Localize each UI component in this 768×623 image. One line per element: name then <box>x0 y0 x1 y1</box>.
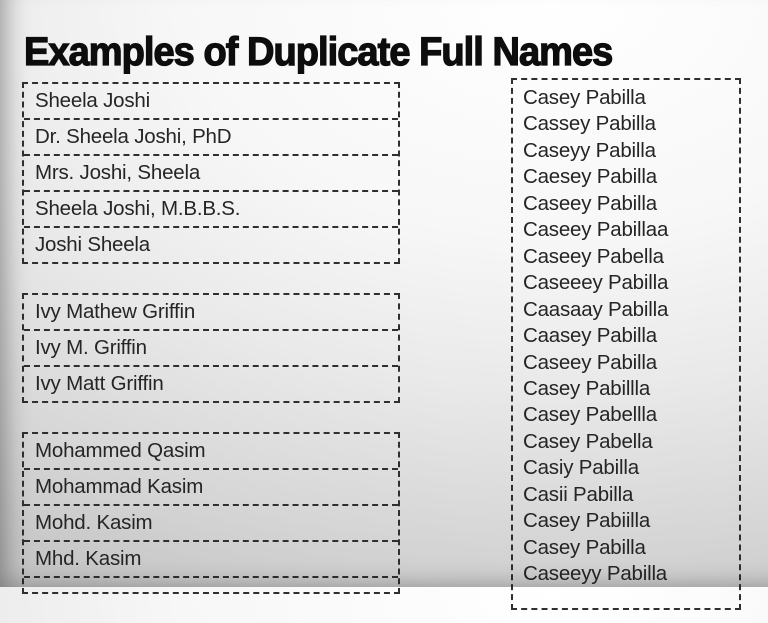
partial-row <box>24 578 398 592</box>
name-group-ivy-griffin: Ivy Mathew Griffin Ivy M. Griffin Ivy Ma… <box>22 293 400 403</box>
page-title: Examples of Duplicate Full Names <box>23 29 614 74</box>
name-variant-row: Sheela Joshi <box>24 84 398 120</box>
name-variant-row: Caseey Pabillaa <box>523 218 669 242</box>
right-column-duplicates-list: Casey Pabilla Cassey Pabilla Caseyy Pabi… <box>511 78 741 610</box>
name-variant-row: Sheela Joshi, M.B.B.S. <box>24 192 398 228</box>
name-variant-row: Caseeey Pabilla <box>523 271 669 295</box>
name-variant-row: Casey Pabella <box>523 429 653 453</box>
name-variant-row: Ivy Mathew Griffin <box>24 295 398 331</box>
name-variant-row: Casey Pabilla <box>523 535 646 559</box>
name-variant-row: Casey Pabillla <box>523 376 651 400</box>
name-variant-row: Mrs. Joshi, Sheela <box>24 156 398 192</box>
name-variant-row: Casey Pabiilla <box>523 509 651 533</box>
name-variant-row: Caesey Pabilla <box>523 165 657 189</box>
name-variant-row: Joshi Sheela <box>35 233 150 256</box>
name-variant-row: Dr. Sheela Joshi, PhD <box>24 120 398 156</box>
name-variant-row: Casiy Pabilla <box>523 456 639 480</box>
name-variant-row: Caseey Pabilla <box>523 350 657 374</box>
name-group-sheela-joshi: Sheela Joshi Dr. Sheela Joshi, PhD Mrs. … <box>22 82 400 264</box>
name-variant-row: Ivy M. Griffin <box>24 331 398 367</box>
name-variant-row: Caseeyy Pabilla <box>523 562 667 586</box>
left-column: Sheela Joshi Dr. Sheela Joshi, PhD Mrs. … <box>22 82 400 623</box>
name-variant-row: Mohammed Qasim <box>24 434 398 470</box>
name-variant-row: Caasey Pabilla <box>523 324 657 348</box>
name-variant-row: Mohammad Kasim <box>24 470 398 506</box>
name-variant-row: Caseey Pabella <box>523 244 664 268</box>
name-variant-row: Casey Pabilla <box>523 86 646 109</box>
name-variant-row: Ivy Matt Griffin <box>35 372 164 395</box>
name-variant-row: Caseey Pabilla <box>523 191 657 215</box>
name-variant-row: Caseyy Pabilla <box>523 138 656 162</box>
name-variant-row: Casey Pabellla <box>523 403 657 427</box>
name-variant-row: Cassey Pabilla <box>523 112 656 136</box>
name-variant-row: Casii Pabilla <box>523 482 634 506</box>
name-variant-row: Caasaay Pabilla <box>523 297 669 321</box>
name-variant-row: Mhd. Kasim <box>24 542 398 578</box>
name-variant-row: Mohd. Kasim <box>24 506 398 542</box>
name-group-mohammed-qasim: Mohammed Qasim Mohammad Kasim Mohd. Kasi… <box>22 432 400 594</box>
